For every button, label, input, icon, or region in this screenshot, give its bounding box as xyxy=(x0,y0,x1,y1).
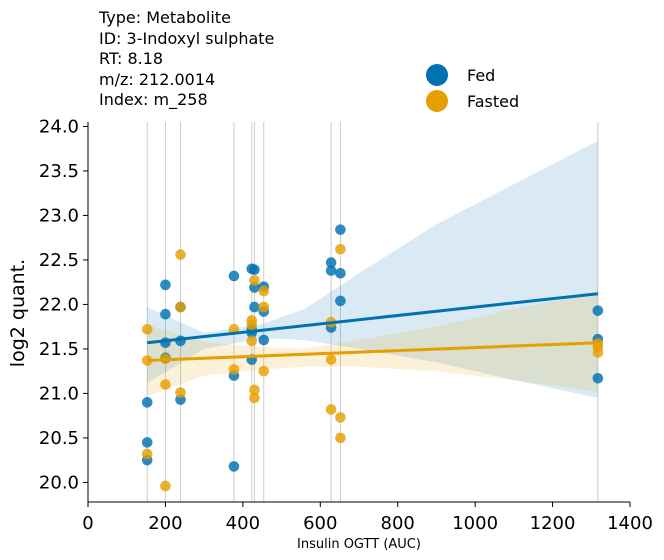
metadata-rt: RT: 8.18 xyxy=(99,49,164,69)
y-tick-label: 22.0 xyxy=(39,294,79,315)
data-point-fed xyxy=(325,265,337,276)
data-point-fed xyxy=(592,372,604,384)
data-point-fed xyxy=(228,270,240,282)
metadata-type: Type: Metabolite xyxy=(99,8,231,27)
data-point-fed xyxy=(141,397,153,408)
y-tick-label: 23.0 xyxy=(39,205,79,226)
y-axis-title: log2 quant. xyxy=(7,259,29,367)
y-tick-label: 24.0 xyxy=(39,116,79,137)
y-tick-label: 22.5 xyxy=(39,250,79,271)
data-point-fasted xyxy=(249,275,260,286)
legend-label-fasted: Fasted xyxy=(467,91,520,111)
data-point-fasted xyxy=(228,364,240,375)
data-point-fasted xyxy=(160,379,171,390)
legend-marker-fasted xyxy=(426,90,448,112)
data-point-fed xyxy=(592,305,604,316)
data-point-fed xyxy=(141,437,153,448)
metadata-id: ID: 3-Indoxyl sulphate xyxy=(99,28,275,48)
data-point-fasted xyxy=(335,243,346,255)
x-tick-label: 200 xyxy=(148,513,182,534)
regression-line-fasted xyxy=(147,341,598,362)
data-point-fasted xyxy=(141,324,153,335)
metadata-block: Type: Metabolite ID: 3-Indoxyl sulphate … xyxy=(99,8,274,111)
confidence-band-fasted xyxy=(147,292,598,397)
data-point-fasted xyxy=(246,319,258,331)
data-point-fasted xyxy=(258,301,270,313)
data-point-fed xyxy=(160,279,171,291)
data-point-fed xyxy=(325,257,337,268)
x-tick-label: 800 xyxy=(381,513,415,534)
data-point-fasted xyxy=(335,412,346,423)
legend: Fed Fasted xyxy=(426,62,519,114)
data-point-fed xyxy=(160,308,171,320)
data-point-fed xyxy=(228,461,240,472)
data-point-fed xyxy=(249,301,260,313)
data-point-fasted xyxy=(592,347,604,358)
data-point-fed xyxy=(258,334,270,346)
data-point-fed xyxy=(335,224,346,235)
data-point-fasted xyxy=(175,249,186,260)
confidence-bands xyxy=(147,140,598,398)
regression-lines xyxy=(147,292,599,362)
axes: 20.0 20.5 21.0 21.5 22.0 22.5 23.0 23.5 24.0 0 200… xyxy=(39,116,653,534)
regression-line-fed xyxy=(147,292,599,345)
data-point-fasted xyxy=(175,301,186,313)
confidence-band-fed xyxy=(147,140,598,398)
metadata-mz: m/z: 212.0014 xyxy=(99,69,216,89)
y-tick-label: 20.0 xyxy=(39,472,79,493)
x-tick-label: 1400 xyxy=(607,513,653,534)
data-point-fed xyxy=(335,267,346,279)
y-tick-label: 21.5 xyxy=(39,339,79,360)
data-point-fasted xyxy=(258,365,270,377)
data-point-fasted xyxy=(258,285,270,297)
y-tick-label: 20.5 xyxy=(39,428,79,449)
data-point-fasted xyxy=(335,432,346,444)
data-point-fed xyxy=(335,295,346,307)
y-tick-label: 23.5 xyxy=(39,161,79,182)
x-tick-label: 1200 xyxy=(530,513,576,534)
legend-marker-fed xyxy=(426,64,448,86)
data-point-fasted xyxy=(175,387,186,398)
legend-label-fed: Fed xyxy=(467,65,496,85)
x-tick-label: 0 xyxy=(82,513,93,534)
data-point-fasted xyxy=(246,335,258,347)
x-tick-label: 600 xyxy=(303,513,337,534)
metadata-index: Index: m_258 xyxy=(99,90,208,110)
legend-item-fed: Fed xyxy=(426,62,519,88)
x-tick-label: 1000 xyxy=(452,513,498,534)
data-point-fasted xyxy=(160,480,171,492)
data-point-fasted xyxy=(249,384,260,396)
data-point-fasted xyxy=(325,404,337,415)
x-tick-label: 400 xyxy=(226,513,260,534)
data-point-fasted xyxy=(249,392,260,404)
data-point-fasted xyxy=(325,354,337,365)
y-tick-label: 21.0 xyxy=(39,383,79,404)
legend-item-fasted: Fasted xyxy=(426,88,519,114)
data-point-fed xyxy=(249,264,260,276)
data-point-fasted xyxy=(141,448,153,460)
x-axis-title: Insulin OGTT (AUC) xyxy=(297,537,421,552)
